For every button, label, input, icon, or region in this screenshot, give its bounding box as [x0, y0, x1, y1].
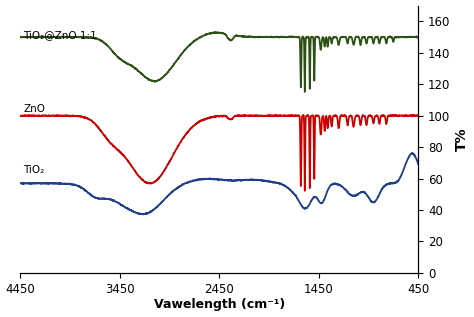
- X-axis label: Vawelength (cm⁻¹): Vawelength (cm⁻¹): [154, 298, 285, 311]
- Y-axis label: T%: T%: [455, 127, 468, 151]
- Text: TiO₂: TiO₂: [23, 165, 45, 175]
- Text: ZnO: ZnO: [23, 104, 46, 114]
- Text: TiO₂@ZnO 1:1: TiO₂@ZnO 1:1: [23, 30, 97, 40]
